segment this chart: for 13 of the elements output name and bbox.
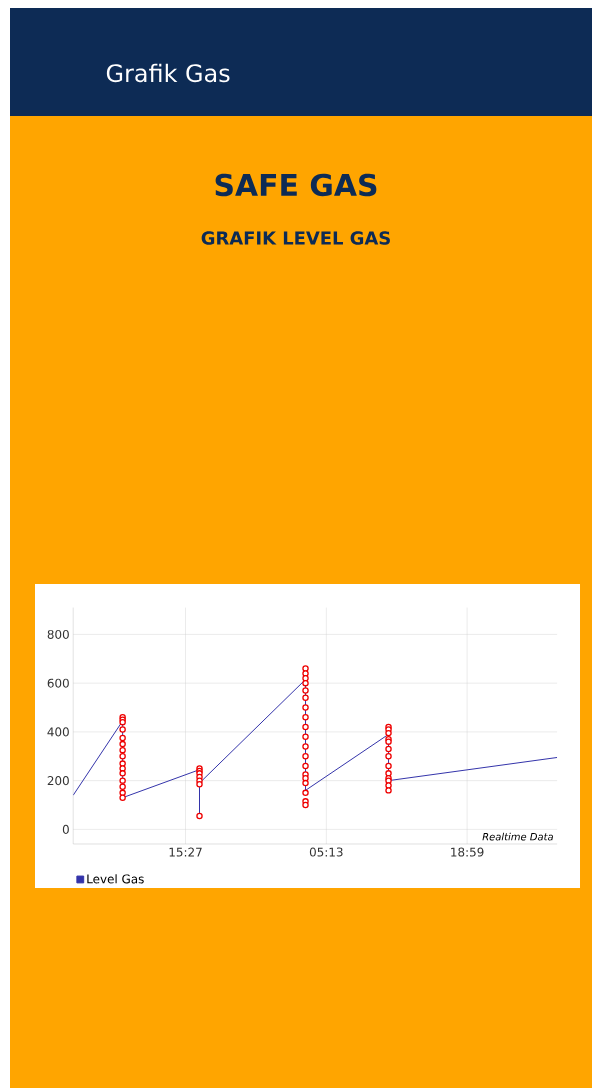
y-tick-label: 400: [47, 727, 69, 737]
legend-label: Level Gas: [87, 874, 144, 884]
chart-subtitle: GRAFIK LEVEL GAS: [201, 231, 390, 245]
text: Grafik Gas: [106, 63, 230, 83]
y-tick-label: 0: [62, 824, 69, 834]
y-tick-label: 200: [47, 776, 69, 786]
x-axis-title: Realtime Data: [482, 832, 553, 841]
x-tick-label: 15:27: [169, 847, 202, 857]
y-tick-label: 800: [47, 629, 69, 639]
chart-title: SAFE GAS: [215, 173, 377, 197]
y-tick-label: 600: [47, 678, 69, 688]
x-tick-label: 05:13: [309, 847, 343, 857]
x-tick-label: 18:59: [451, 847, 484, 857]
